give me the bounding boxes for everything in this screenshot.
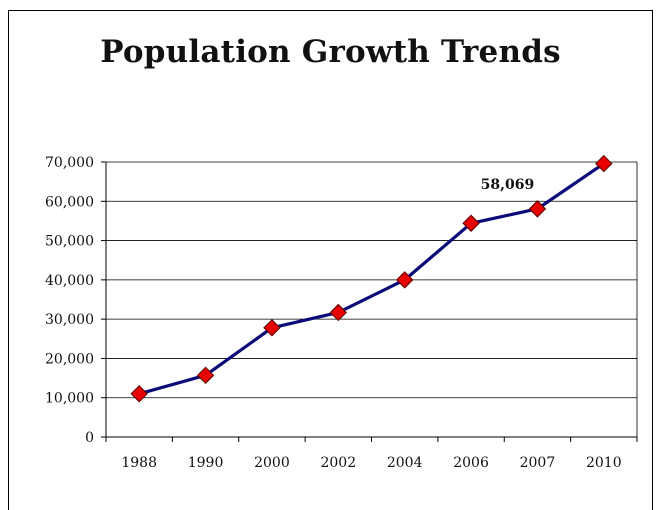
y-tick-label: 70,000 [45, 155, 94, 171]
x-tick-label: 2004 [387, 455, 423, 471]
data-point-marker [395, 271, 414, 289]
series-line [138, 162, 605, 396]
x-tick-label: 2000 [254, 455, 290, 471]
data-point-marker [462, 214, 480, 232]
data-point-marker [263, 319, 281, 337]
data-point-marker [528, 200, 547, 218]
x-tick-label: 2002 [320, 455, 356, 471]
data-point-marker [130, 385, 148, 403]
data-point-marker [329, 303, 348, 322]
y-tick-label: 40,000 [45, 273, 94, 289]
x-tick-label: 1988 [121, 455, 157, 471]
chart-title: Population Growth Trends [100, 34, 561, 70]
y-tick-label: 10,000 [45, 391, 94, 407]
y-tick-label: 50,000 [45, 234, 94, 250]
chart-frame [8, 10, 653, 510]
data-point-marker [595, 154, 613, 173]
x-tick-label: 2006 [453, 455, 489, 471]
data-label: 58,069 [481, 177, 535, 193]
y-tick-label: 30,000 [45, 312, 94, 328]
y-tick-label: 20,000 [45, 351, 94, 367]
x-tick-label: 2010 [586, 455, 622, 471]
y-tick-label: 0 [85, 430, 94, 446]
x-tick-label: 2007 [520, 455, 556, 471]
data-point-marker [196, 366, 215, 385]
x-tick-label: 1990 [188, 455, 224, 471]
y-tick-label: 60,000 [45, 194, 94, 210]
